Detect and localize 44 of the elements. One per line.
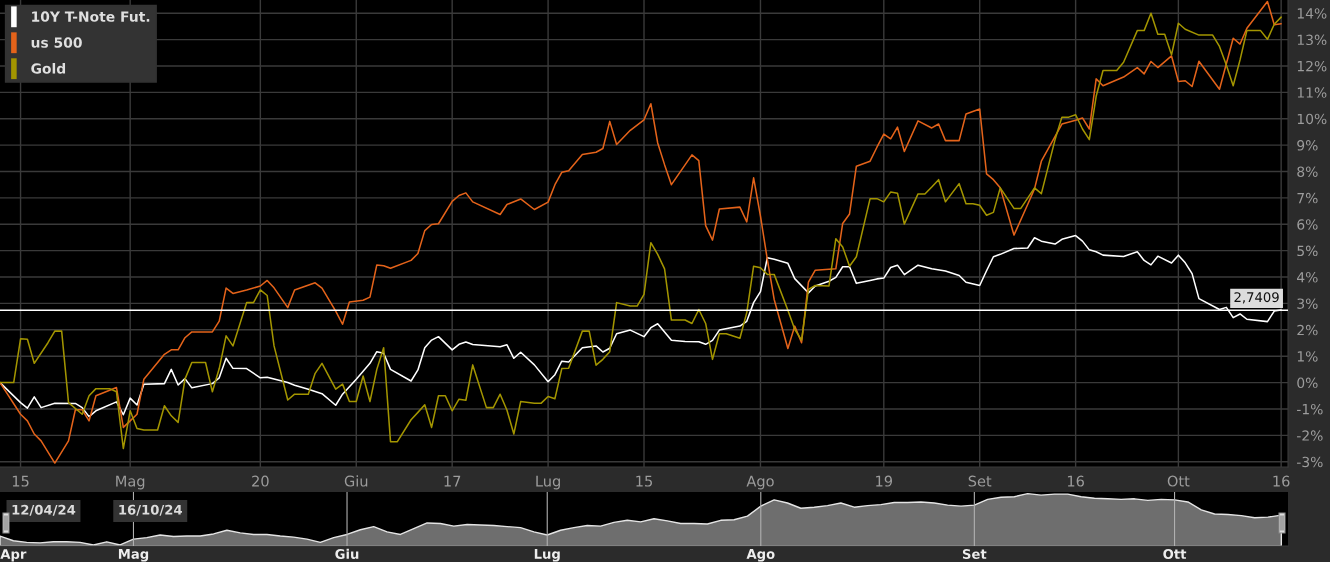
y-tick-label: -1% [1297,403,1323,415]
y-tick-label: 13% [1297,34,1327,46]
x-tick-label: Ott [1167,475,1190,487]
x-tick-label: 16 [1273,475,1290,487]
x-tick-label: Lug [534,549,560,562]
y-tick-label: 7% [1297,192,1318,204]
y-tick-label: 6% [1297,219,1318,230]
x-tick-label: Set [968,475,992,487]
y-tick-label: 9% [1297,140,1318,151]
x-tick-label: Mag [116,475,145,490]
y-tick-label: 8% [1297,166,1318,177]
x-tick-label: Giu [335,548,359,559]
annotation: 12/04/24 [12,504,76,516]
y-tick-label: 3% [1297,298,1318,309]
y-tick-label: 0% [1297,377,1318,389]
x-tick-label: 15 [636,475,652,487]
y-tick-label: 14% [1297,8,1327,19]
legend-label: 10Y T-Note Fut. [32,11,150,22]
x-tick-label: 20 [252,475,269,487]
x-tick-label: Mag [118,549,149,562]
y-tick-label: -2% [1297,430,1323,441]
y-tick-label: 1% [1297,351,1318,362]
x-tick-label: Ago [746,475,774,490]
x-tick-label: Giu [344,475,368,487]
ref-line-label: 2,7409 [1234,292,1279,304]
x-tick-label: 15 [12,475,29,487]
y-tick-label: -3% [1297,456,1323,468]
y-tick-label: 12% [1297,60,1327,72]
x-tick-label: 17 [444,475,461,487]
x-tick-label: 19 [876,475,893,487]
y-tick-label: 2% [1297,324,1318,336]
y-tick-label: 11% [1297,87,1327,98]
legend-label: us 500 [31,37,82,48]
y-tick-label: 10% [1297,113,1327,125]
x-tick-label: Lug [536,475,560,490]
y-tick-label: 5% [1297,245,1318,257]
annotation: 16/10/24 [119,504,182,516]
x-tick-label: 16 [1067,475,1084,487]
x-tick-label: Ago [746,549,775,562]
x-tick-label: Apr [0,549,27,562]
x-tick-label: Set [962,549,987,559]
y-tick-label: 4% [1297,272,1318,283]
legend-label: Gold [31,62,66,74]
x-tick-label: Ott [1163,549,1187,559]
